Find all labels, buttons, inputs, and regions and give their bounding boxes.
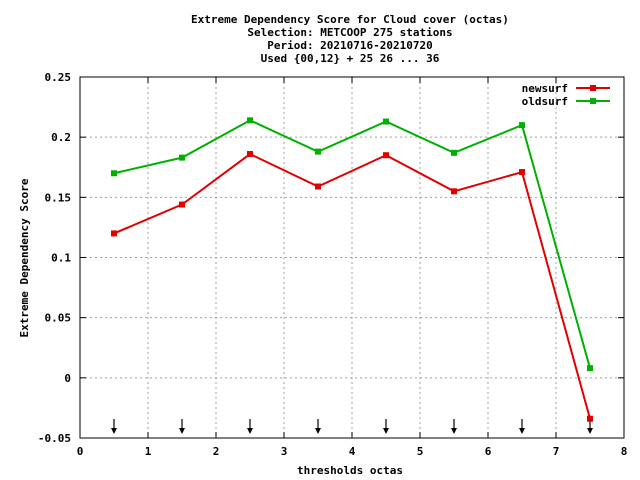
legend-label-newsurf: newsurf <box>522 82 568 95</box>
title-line-3: Period: 20210716-20210720 <box>267 39 433 52</box>
threshold-arrow <box>111 419 117 434</box>
x-axis: 0 1 2 3 4 5 6 7 8 <box>77 77 628 458</box>
series-line-newsurf <box>113 152 591 420</box>
legend-label-oldsurf: oldsurf <box>522 95 568 108</box>
threshold-arrow-head <box>383 428 389 434</box>
grid <box>80 77 624 438</box>
data-point-newsurf <box>247 151 253 158</box>
threshold-arrow-head <box>587 428 593 434</box>
x-tick-label: 0 <box>77 445 84 458</box>
threshold-arrow <box>315 419 321 434</box>
threshold-arrow-head <box>315 428 321 434</box>
y-tick-label: 0.05 <box>45 312 72 325</box>
x-tick-label: 5 <box>417 445 424 458</box>
legend-marker-newsurf <box>590 85 596 91</box>
chart-title: Extreme Dependency Score for Cloud cover… <box>191 13 509 65</box>
x-tick-label: 7 <box>553 445 560 458</box>
data-point-oldsurf <box>519 122 525 129</box>
series-newsurf <box>111 151 593 422</box>
threshold-arrow <box>519 419 525 434</box>
data-point-oldsurf <box>315 148 321 155</box>
series-layer <box>111 117 593 422</box>
y-tick-label: 0.2 <box>51 131 71 144</box>
x-tick-label: 1 <box>145 445 152 458</box>
threshold-arrows <box>111 419 593 434</box>
data-point-newsurf <box>519 169 525 176</box>
data-point-newsurf <box>451 188 457 195</box>
y-axis: -0.05 0 0.05 0.1 0.15 0.2 0.25 <box>38 71 624 445</box>
data-point-oldsurf <box>247 117 253 124</box>
data-point-oldsurf <box>451 149 457 156</box>
data-point-oldsurf <box>111 170 117 177</box>
data-point-newsurf <box>111 230 117 237</box>
x-tick-label: 4 <box>349 445 356 458</box>
x-tick-label: 8 <box>621 445 628 458</box>
threshold-arrow-head <box>111 428 117 434</box>
title-line-1: Extreme Dependency Score for Cloud cover… <box>191 13 509 26</box>
y-tick-label: -0.05 <box>38 432 71 445</box>
threshold-arrow-head <box>247 428 253 434</box>
data-point-newsurf <box>383 152 389 159</box>
y-tick-label: 0 <box>64 372 71 385</box>
legend-marker-oldsurf <box>590 98 596 104</box>
data-point-newsurf <box>587 415 593 422</box>
y-tick-label: 0.1 <box>51 252 71 265</box>
threshold-arrow-head <box>519 428 525 434</box>
threshold-arrow-head <box>451 428 457 434</box>
y-tick-label: 0.25 <box>45 71 72 84</box>
threshold-arrow <box>451 419 457 434</box>
y-axis-label: Extreme Dependency Score <box>18 178 31 337</box>
threshold-arrow-head <box>179 428 185 434</box>
data-point-oldsurf <box>383 118 389 125</box>
title-line-2: Selection: METCOOP 275 stations <box>247 26 452 39</box>
title-line-4: Used {00,12} + 25 26 ... 36 <box>261 52 440 65</box>
data-point-newsurf <box>179 201 185 208</box>
x-axis-label: thresholds octas <box>297 464 403 477</box>
series-oldsurf <box>111 117 593 372</box>
threshold-arrow <box>179 419 185 434</box>
y-tick-label: 0.15 <box>45 191 72 204</box>
threshold-arrow <box>383 419 389 434</box>
data-point-newsurf <box>315 183 321 190</box>
series-line-oldsurf <box>113 119 591 369</box>
threshold-arrow <box>247 419 253 434</box>
x-tick-label: 6 <box>485 445 492 458</box>
data-point-oldsurf <box>587 365 593 372</box>
x-tick-label: 2 <box>213 445 220 458</box>
x-tick-label: 3 <box>281 445 288 458</box>
data-point-oldsurf <box>179 154 185 161</box>
